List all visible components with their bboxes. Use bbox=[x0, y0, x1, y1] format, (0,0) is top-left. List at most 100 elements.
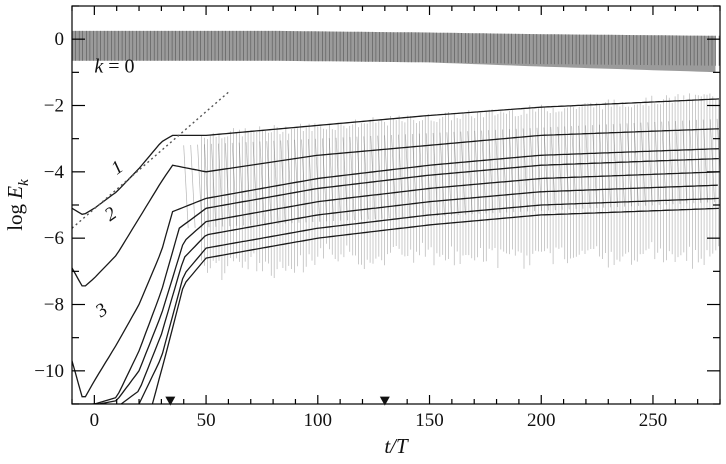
noise-stroke bbox=[294, 139, 300, 223]
noise-stroke bbox=[529, 128, 535, 212]
noise-stroke bbox=[190, 144, 196, 228]
noise-stroke bbox=[598, 124, 605, 208]
noise-stroke bbox=[259, 141, 265, 225]
noise-stroke bbox=[488, 130, 494, 214]
noise-stroke bbox=[605, 124, 612, 208]
k0-label: k = 0 bbox=[94, 55, 134, 77]
noise-stroke bbox=[522, 128, 528, 212]
y-tick-label: −2 bbox=[44, 96, 64, 117]
noise-stroke bbox=[633, 122, 639, 206]
noise-stroke bbox=[460, 131, 466, 215]
y-tick-label: −6 bbox=[44, 228, 64, 249]
mode-curve-5 bbox=[98, 171, 719, 404]
y-tick-label: −4 bbox=[44, 162, 65, 183]
noise-stroke bbox=[640, 122, 646, 206]
tick-labels: 0 50 100 150 200 250 0 −2 −4 −6 −8 −10 bbox=[34, 29, 667, 431]
curve-annotations: k = 0 1 2 3 bbox=[91, 55, 134, 322]
mode-curve-3 bbox=[72, 148, 719, 398]
noise-stroke bbox=[543, 127, 549, 211]
y-tick-label: −8 bbox=[44, 295, 64, 316]
mode-curve-2 bbox=[72, 128, 719, 287]
growth-reference-line bbox=[71, 91, 229, 229]
noise-stroke bbox=[550, 127, 556, 211]
noise-stroke bbox=[709, 119, 715, 203]
noise-stroke bbox=[335, 137, 341, 221]
noise-stroke bbox=[592, 125, 598, 209]
noise-stroke bbox=[252, 141, 258, 225]
noise-stroke bbox=[557, 126, 563, 210]
noise-stroke bbox=[384, 135, 390, 219]
y-axis-title: log Ek bbox=[3, 179, 32, 231]
y-axis-title-main: log bbox=[3, 199, 27, 231]
mode-curve-6 bbox=[120, 184, 718, 404]
noise-stroke bbox=[287, 140, 293, 224]
mode-energy-curves bbox=[72, 98, 719, 404]
noise-stroke bbox=[612, 124, 619, 208]
y-axis-title-var: E bbox=[3, 186, 27, 200]
k0-mode-band bbox=[72, 30, 720, 73]
noise-stroke bbox=[218, 143, 224, 227]
noise-stroke bbox=[328, 138, 335, 222]
noise-stroke bbox=[585, 125, 591, 209]
x-tick-label: 50 bbox=[197, 410, 216, 431]
noise-stroke bbox=[467, 131, 473, 215]
growth-reference-line-path bbox=[71, 91, 229, 229]
y-tick-label: −10 bbox=[34, 361, 64, 382]
noise-stroke bbox=[619, 123, 625, 207]
noise-stroke bbox=[536, 127, 542, 211]
curve-label-1: 1 bbox=[108, 157, 128, 180]
noise-stroke bbox=[675, 120, 681, 204]
noise-stroke bbox=[716, 118, 720, 179]
time-markers bbox=[165, 396, 390, 406]
noise-stroke bbox=[356, 136, 362, 220]
noise-stroke bbox=[321, 138, 328, 222]
noise-stroke bbox=[481, 130, 487, 214]
mode-curve-8 bbox=[151, 207, 719, 404]
noise-stroke bbox=[245, 142, 251, 226]
time-marker-triangle bbox=[165, 396, 176, 406]
noise-stroke bbox=[626, 123, 632, 207]
noise-stroke bbox=[342, 137, 348, 221]
mode-curve-1 bbox=[72, 98, 719, 215]
noise-stroke bbox=[571, 126, 577, 210]
noise-stroke bbox=[661, 121, 667, 205]
noise-stroke bbox=[654, 121, 660, 205]
noise-stroke bbox=[682, 120, 688, 204]
axis-ticks bbox=[71, 5, 721, 405]
noise-stroke bbox=[405, 134, 411, 218]
noise-stroke bbox=[197, 144, 203, 228]
noise-stroke bbox=[363, 136, 369, 220]
y-tick-label: 0 bbox=[55, 29, 65, 50]
x-tick-label: 250 bbox=[639, 410, 668, 431]
noise-stroke bbox=[370, 135, 376, 220]
x-tick-label: 100 bbox=[304, 410, 333, 431]
x-tick-label: 200 bbox=[527, 410, 556, 431]
x-tick-label: 150 bbox=[415, 410, 444, 431]
noise-stroke bbox=[183, 145, 189, 229]
time-marker-triangle bbox=[379, 396, 390, 406]
y-axis-title-sub: k bbox=[16, 179, 32, 186]
noise-stroke bbox=[508, 129, 515, 213]
noise-stroke bbox=[495, 129, 501, 213]
noise-stroke bbox=[515, 128, 522, 212]
noise-stroke bbox=[314, 138, 321, 222]
mode-curve-4 bbox=[72, 157, 719, 404]
noise-stroke bbox=[266, 141, 272, 225]
noise-stroke bbox=[238, 142, 244, 226]
noise-stroke bbox=[695, 119, 702, 203]
x-axis-title: t/T bbox=[384, 434, 409, 458]
noise-stroke bbox=[578, 125, 584, 209]
noise-stroke bbox=[689, 120, 695, 204]
noise-stroke bbox=[349, 137, 355, 221]
noise-stroke bbox=[224, 143, 231, 227]
mode-curve-7 bbox=[138, 197, 719, 404]
curve-label-3: 3 bbox=[91, 299, 112, 322]
curve-label-2: 2 bbox=[101, 203, 121, 226]
noise-stroke bbox=[702, 119, 709, 203]
x-tick-label: 0 bbox=[90, 410, 100, 431]
noise-stroke bbox=[564, 126, 570, 210]
noise-stroke bbox=[474, 130, 480, 214]
noise-stroke bbox=[668, 121, 674, 205]
noise-stroke bbox=[273, 140, 279, 224]
